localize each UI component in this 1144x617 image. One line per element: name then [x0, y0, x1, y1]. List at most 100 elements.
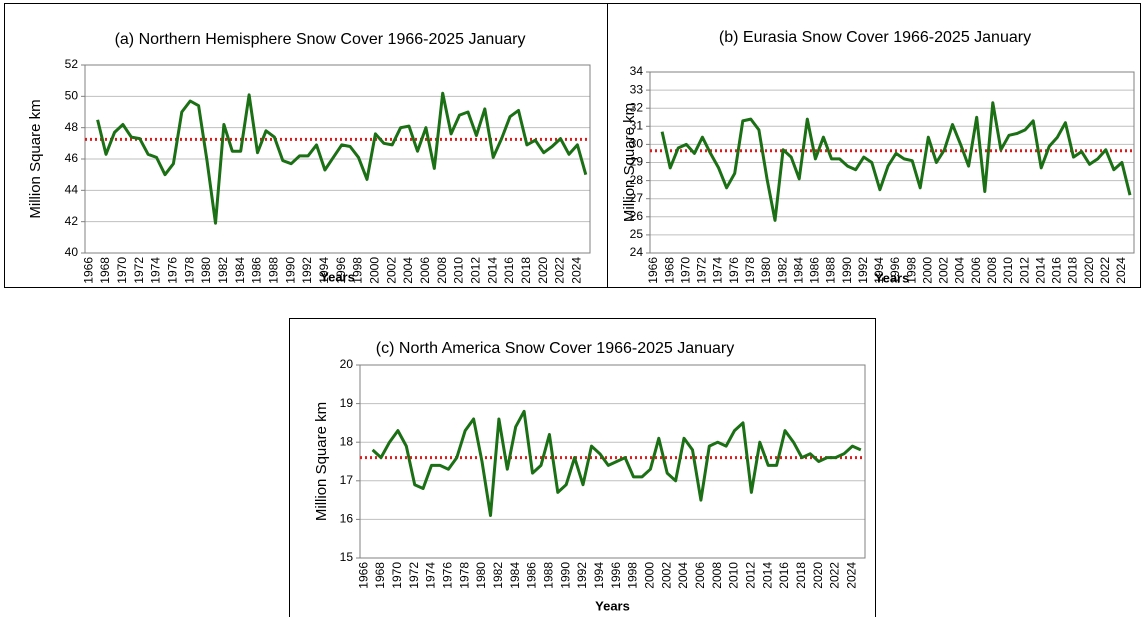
- x-tick-label: 1986: [525, 562, 539, 589]
- x-tick-label: 2004: [401, 257, 415, 284]
- x-axis-label: Years: [875, 270, 910, 285]
- x-tick-label: 2018: [519, 257, 533, 284]
- x-tick-label: 2012: [1017, 257, 1031, 284]
- y-tick-label: 17: [340, 473, 354, 487]
- x-tick-label: 1982: [775, 257, 789, 284]
- x-tick-label: 1984: [791, 257, 805, 284]
- x-tick-label: 1966: [646, 257, 660, 284]
- x-tick-label: 1972: [407, 562, 421, 589]
- x-tick-label: 2006: [693, 562, 707, 589]
- x-tick-label: 1978: [743, 257, 757, 284]
- x-tick-label: 1970: [678, 257, 692, 284]
- y-tick-label: 26: [630, 209, 644, 223]
- x-tick-label: 2012: [744, 562, 758, 589]
- x-tick-label: 1980: [474, 562, 488, 589]
- y-tick-label: 18: [340, 434, 354, 448]
- x-tick-label: 2020: [811, 562, 825, 589]
- x-tick-label: 2022: [828, 562, 842, 589]
- x-tick-label: 2020: [1082, 257, 1096, 284]
- x-tick-label: 2008: [435, 257, 449, 284]
- y-tick-label: 52: [65, 57, 79, 71]
- x-tick-label: 1990: [558, 562, 572, 589]
- x-tick-label: 2002: [937, 257, 951, 284]
- y-tick-label: 48: [65, 120, 79, 134]
- x-tick-label: 1992: [856, 257, 870, 284]
- y-tick-label: 25: [630, 227, 644, 241]
- x-tick-label: 1998: [904, 257, 918, 284]
- y-tick-label: 42: [65, 214, 79, 228]
- x-tick-label: 1966: [356, 562, 370, 589]
- x-tick-label: 2018: [794, 562, 808, 589]
- x-tick-label: 2002: [659, 562, 673, 589]
- x-tick-label: 2024: [1114, 257, 1128, 284]
- x-tick-label: 1996: [609, 562, 623, 589]
- y-axis-label: Million Square km: [621, 103, 638, 222]
- x-tick-label: 1990: [840, 257, 854, 284]
- x-tick-label: 1990: [283, 257, 297, 284]
- x-tick-label: 2018: [1066, 257, 1080, 284]
- x-tick-label: 2008: [985, 257, 999, 284]
- x-tick-label: 2000: [643, 562, 657, 589]
- x-tick-label: 2014: [1033, 257, 1047, 284]
- plot-frame: [649, 71, 1135, 254]
- chart-title: (b) Eurasia Snow Cover 1966-2025 January: [719, 29, 1031, 46]
- x-tick-label: 2010: [452, 257, 466, 284]
- y-tick-label: 33: [630, 82, 644, 96]
- x-tick-label: 1976: [727, 257, 741, 284]
- y-tick-label: 16: [340, 512, 354, 526]
- x-tick-label: 1980: [199, 257, 213, 284]
- x-tick-label: 1996: [334, 257, 348, 284]
- chart-title: (a) Northern Hemisphere Snow Cover 1966-…: [115, 31, 526, 48]
- x-tick-label: 1980: [759, 257, 773, 284]
- y-tick-label: 34: [630, 64, 644, 78]
- y-tick-label: 44: [65, 183, 79, 197]
- x-tick-label: 1982: [491, 562, 505, 589]
- x-tick-label: 1988: [267, 257, 281, 284]
- x-tick-label: 1968: [373, 562, 387, 589]
- x-axis-label: Years: [595, 598, 630, 613]
- y-tick-label: 40: [65, 245, 79, 259]
- y-tick-label: 32: [630, 100, 644, 114]
- y-tick-label: 46: [65, 151, 79, 165]
- x-tick-label: 2000: [368, 257, 382, 284]
- x-tick-label: 1974: [149, 257, 163, 284]
- x-tick-label: 2010: [727, 562, 741, 589]
- x-tick-label: 1994: [872, 257, 886, 284]
- panel-frame: [607, 3, 1141, 288]
- x-tick-label: 1992: [575, 562, 589, 589]
- x-tick-label: 1978: [182, 257, 196, 284]
- x-tick-label: 1974: [424, 562, 438, 589]
- x-tick-label: 2014: [760, 562, 774, 589]
- x-tick-label: 2010: [1001, 257, 1015, 284]
- y-tick-label: 31: [630, 118, 644, 132]
- x-tick-label: 1978: [457, 562, 471, 589]
- x-tick-label: 1996: [888, 257, 902, 284]
- y-axis-label: Million Square km: [27, 99, 44, 218]
- x-tick-label: 1976: [166, 257, 180, 284]
- x-tick-label: 1974: [711, 257, 725, 284]
- data-line: [660, 101, 1132, 222]
- x-axis-label: Years: [320, 269, 355, 284]
- x-tick-label: 1972: [132, 257, 146, 284]
- x-tick-label: 2006: [969, 257, 983, 284]
- x-tick-label: 2014: [485, 257, 499, 284]
- x-tick-label: 2022: [553, 257, 567, 284]
- y-tick-label: 15: [340, 550, 354, 564]
- x-tick-label: 1972: [695, 257, 709, 284]
- x-tick-label: 1966: [81, 257, 95, 284]
- y-axis-label: Million Square km: [313, 402, 330, 521]
- x-tick-label: 1994: [592, 562, 606, 589]
- x-tick-label: 2024: [845, 562, 859, 589]
- x-tick-label: 2012: [469, 257, 483, 284]
- x-tick-label: 2006: [418, 257, 432, 284]
- y-tick-label: 28: [630, 173, 644, 187]
- y-tick-label: 24: [630, 245, 644, 259]
- plot-frame: [359, 364, 866, 559]
- x-tick-label: 1986: [250, 257, 264, 284]
- x-tick-label: 2024: [570, 257, 584, 284]
- x-tick-label: 2016: [777, 562, 791, 589]
- x-tick-label: 1994: [317, 257, 331, 284]
- y-tick-label: 27: [630, 191, 644, 205]
- y-tick-label: 50: [65, 89, 79, 103]
